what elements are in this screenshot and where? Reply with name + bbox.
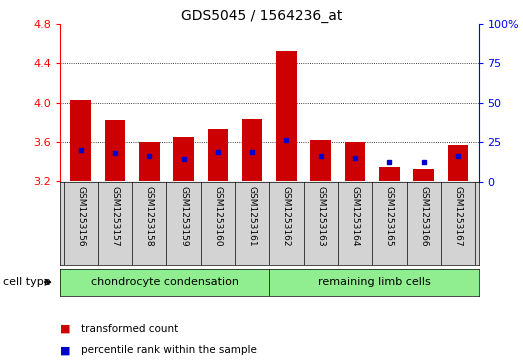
Text: GDS5045 / 1564236_at: GDS5045 / 1564236_at xyxy=(181,9,342,23)
Text: GSM1253160: GSM1253160 xyxy=(213,186,222,246)
Text: remaining limb cells: remaining limb cells xyxy=(317,277,430,287)
Bar xyxy=(448,145,468,182)
Bar xyxy=(345,142,366,182)
Bar xyxy=(276,51,297,182)
Bar xyxy=(242,119,263,182)
Bar xyxy=(139,142,160,182)
Text: GSM1253161: GSM1253161 xyxy=(248,186,257,246)
Bar xyxy=(60,269,269,296)
Text: GSM1253156: GSM1253156 xyxy=(76,186,85,246)
Bar xyxy=(208,129,228,182)
Text: cell type: cell type xyxy=(3,277,50,287)
Bar xyxy=(105,120,126,182)
Text: GSM1253167: GSM1253167 xyxy=(453,186,462,246)
Text: ■: ■ xyxy=(60,323,71,334)
Text: GSM1253165: GSM1253165 xyxy=(385,186,394,246)
Bar xyxy=(413,169,434,182)
Text: GSM1253157: GSM1253157 xyxy=(110,186,120,246)
Bar xyxy=(311,140,331,182)
Text: GSM1253166: GSM1253166 xyxy=(419,186,428,246)
Text: chondrocyte condensation: chondrocyte condensation xyxy=(91,277,238,287)
Text: GSM1253164: GSM1253164 xyxy=(350,186,360,246)
Bar xyxy=(269,269,479,296)
Bar xyxy=(71,99,91,182)
Text: GSM1253158: GSM1253158 xyxy=(145,186,154,246)
Text: percentile rank within the sample: percentile rank within the sample xyxy=(81,345,257,355)
Text: GSM1253162: GSM1253162 xyxy=(282,186,291,246)
Bar xyxy=(173,137,194,182)
Text: GSM1253159: GSM1253159 xyxy=(179,186,188,246)
Text: ■: ■ xyxy=(60,345,71,355)
Bar xyxy=(379,167,400,182)
Text: transformed count: transformed count xyxy=(81,323,178,334)
Text: GSM1253163: GSM1253163 xyxy=(316,186,325,246)
